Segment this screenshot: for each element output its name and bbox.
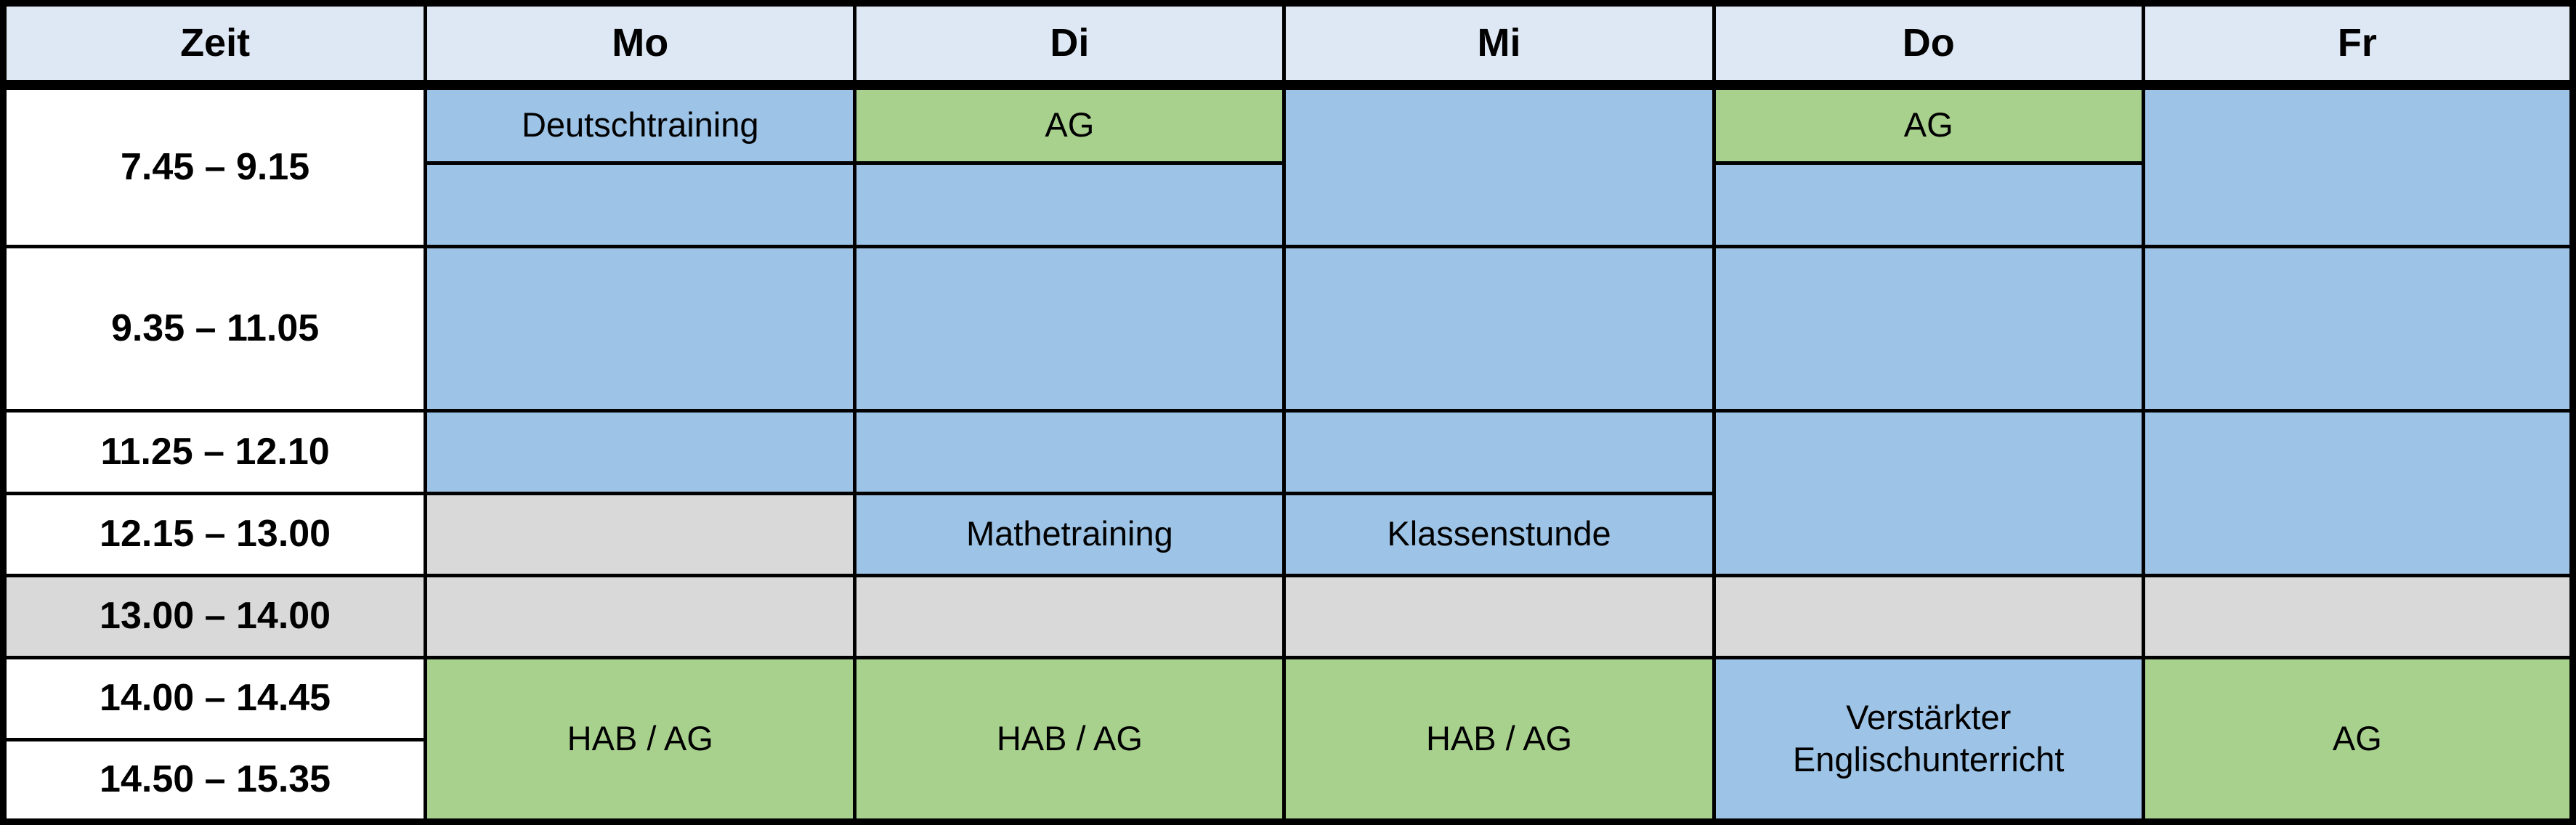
row-1450: 14.50 – 15.35 bbox=[1, 737, 2573, 824]
header-mi: Mi bbox=[1282, 1, 1716, 90]
header-zeit: Zeit bbox=[1, 1, 428, 90]
cell-mi-1300-blocked bbox=[1282, 573, 1716, 659]
header-do: Do bbox=[1712, 1, 2145, 90]
cell-di-1300-blocked bbox=[853, 573, 1287, 659]
cell-fr-afternoon-lesson: AG bbox=[2141, 655, 2575, 824]
row-1300-lunch: 13.00 – 14.00 bbox=[1, 573, 2575, 659]
header-row: Zeit Mo Di Mi Do Fr bbox=[1, 1, 2575, 90]
time-1125-1210: 11.25 – 12.10 bbox=[1, 409, 428, 495]
cell-di-1215-lesson: Mathetraining bbox=[853, 491, 1287, 577]
header-fr: Fr bbox=[2141, 1, 2575, 90]
cell-mi-afternoon-lesson: HAB / AG bbox=[1282, 655, 1716, 824]
time-1450-1535: 14.50 – 15.35 bbox=[1, 737, 428, 824]
header-mo: Mo bbox=[424, 1, 857, 90]
cell-fr-1300-blocked bbox=[2141, 573, 2575, 659]
cell-mo-935-empty bbox=[424, 245, 857, 413]
cell-mo-745-lesson: Deutschtraining bbox=[424, 82, 857, 166]
row-745-second-half bbox=[4, 161, 2573, 249]
row-935: 9.35 – 11.05 bbox=[1, 245, 2575, 413]
time-1400-1445: 14.00 – 14.45 bbox=[1, 655, 428, 741]
cell-mo-1125-empty bbox=[424, 409, 857, 495]
row-1125: 11.25 – 12.10 bbox=[1, 409, 2575, 577]
row-1400: 14.00 – 14.45 HAB / AG HAB / AG HAB / AG… bbox=[1, 655, 2575, 824]
row-745-first-half: 7.45 – 9.15 Deutschtraining AG AG bbox=[1, 82, 2575, 249]
cell-di-935-empty bbox=[853, 245, 1287, 413]
cell-do-935-empty bbox=[1712, 245, 2145, 413]
cell-fr-1125-1300-empty bbox=[2141, 409, 2575, 577]
row-1215: 12.15 – 13.00 Mathetraining Klassenstund… bbox=[1, 491, 2573, 577]
cell-mi-745-empty bbox=[1282, 82, 1716, 249]
cell-do-745-late-empty bbox=[1712, 161, 2145, 249]
cell-di-745-ag: AG bbox=[853, 82, 1287, 166]
header-di: Di bbox=[853, 1, 1287, 90]
cell-mo-1300-blocked bbox=[424, 573, 857, 659]
cell-mo-745-late-empty bbox=[424, 161, 857, 249]
cell-mi-935-empty bbox=[1282, 245, 1716, 413]
cell-mi-1215-lesson: Klassenstunde bbox=[1282, 491, 1716, 577]
time-935-1105: 9.35 – 11.05 bbox=[1, 245, 428, 413]
time-745-915: 7.45 – 9.15 bbox=[1, 82, 428, 249]
time-1215-1300: 12.15 – 13.00 bbox=[1, 491, 428, 577]
cell-di-afternoon-lesson: HAB / AG bbox=[853, 655, 1287, 824]
cell-do-1125-1300-empty bbox=[1712, 409, 2145, 577]
cell-do-1300-blocked bbox=[1712, 573, 2145, 659]
cell-di-1125-empty bbox=[853, 409, 1287, 495]
cell-do-afternoon-lesson: Verstärkter Englischunterricht bbox=[1712, 655, 2145, 824]
cell-fr-935-empty bbox=[2141, 245, 2575, 413]
cell-mo-afternoon-lesson: HAB / AG bbox=[424, 655, 857, 824]
cell-mo-1215-blocked bbox=[424, 491, 857, 577]
time-1300-1400: 13.00 – 14.00 bbox=[1, 573, 428, 659]
cell-do-745-ag: AG bbox=[1712, 82, 2145, 166]
cell-mi-1125-empty bbox=[1282, 409, 1716, 495]
cell-fr-745-empty bbox=[2141, 82, 2575, 249]
cell-di-745-late-empty bbox=[853, 161, 1287, 249]
